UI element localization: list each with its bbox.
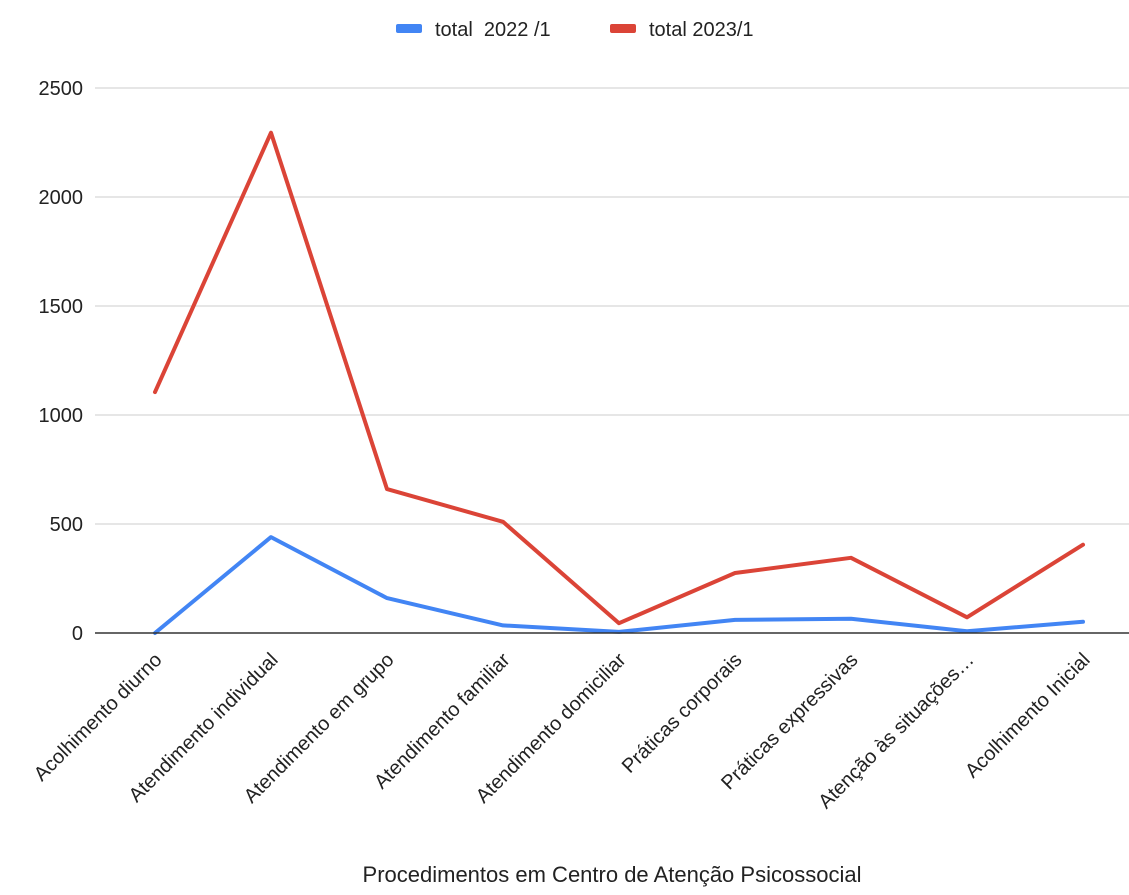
legend-label: total 2022 /1 <box>435 19 551 41</box>
x-axis-title: Procedimentos em Centro de Atenção Psico… <box>363 862 862 887</box>
y-axis-tick-labels: 0 500 1000 1500 2000 2500 <box>39 78 84 645</box>
x-tick-label: Acolhimento diurno <box>30 649 167 786</box>
y-tick-label: 2500 <box>39 78 84 100</box>
legend-swatch <box>610 24 636 33</box>
series-lines <box>153 130 1085 635</box>
legend: total 2022 /1 total 2023/1 <box>396 19 754 41</box>
series-line-1 <box>153 130 1085 626</box>
y-tick-label: 500 <box>50 514 83 536</box>
y-tick-label: 0 <box>72 623 83 645</box>
y-tick-label: 2000 <box>39 187 84 209</box>
y-tick-label: 1000 <box>39 405 84 427</box>
legend-label: total 2023/1 <box>649 19 754 41</box>
x-tick-label: Práticas corporais <box>618 649 747 778</box>
x-tick-label: Acolhimento Inicial <box>961 649 1094 782</box>
series-line-0 <box>153 535 1085 635</box>
y-tick-label: 1500 <box>39 296 84 318</box>
gridlines <box>95 87 1129 525</box>
legend-swatch <box>396 24 422 33</box>
